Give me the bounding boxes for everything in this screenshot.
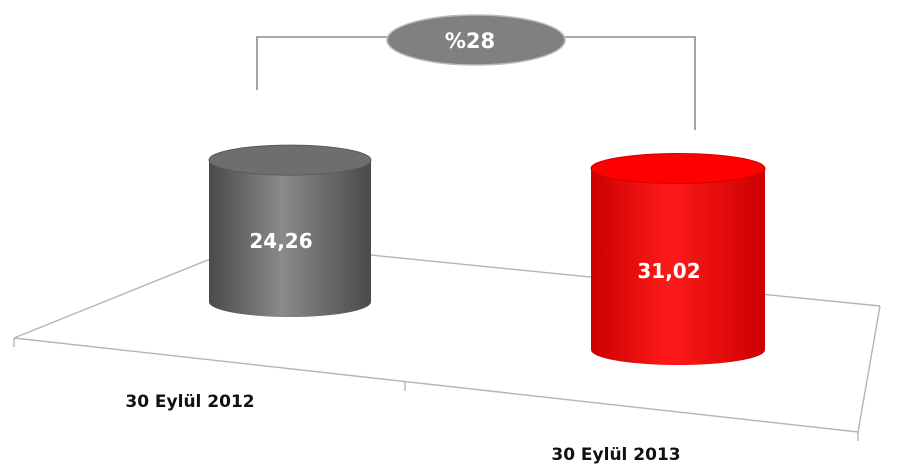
growth-badge: %28 <box>386 14 566 66</box>
bar-1-body <box>591 168 765 365</box>
bar-0-value-label: 24,26 <box>249 229 312 253</box>
bar-1-value-label: 31,02 <box>637 259 700 283</box>
category-label-2013: 30 Eylül 2013 <box>551 445 680 465</box>
bar-1-top <box>590 153 766 185</box>
bar-0-body <box>209 160 371 317</box>
category-label-2012: 30 Eylül 2012 <box>125 392 254 412</box>
bar-0-top <box>208 144 372 176</box>
growth-ellipse <box>386 14 566 66</box>
growth-label: %28 <box>445 29 495 53</box>
bars: 24,26 31,02 <box>208 144 766 365</box>
